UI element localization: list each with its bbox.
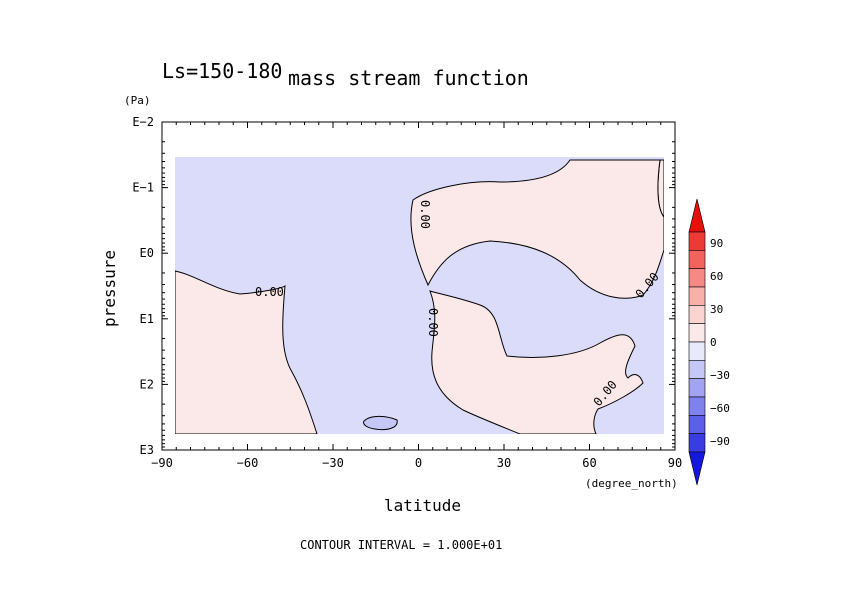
contour-label: 0.00: [418, 200, 432, 229]
x-tick-label: 0: [415, 456, 422, 470]
negative-cell-deep-south: [363, 415, 398, 431]
x-tick-label: 90: [668, 456, 682, 470]
colorbar-segment: [688, 396, 706, 416]
chart-title: mass stream function: [288, 66, 529, 90]
colorbar-tick-label: 0: [710, 336, 717, 349]
x-tick-label: −30: [322, 456, 344, 470]
y-tick-label: E−2: [132, 115, 154, 129]
colorbar-bottom-arrow: [688, 451, 706, 486]
x-axis: −90 −60 −30 0 30 60 90: [151, 122, 682, 470]
right-mask: [664, 122, 675, 450]
x-units-label: (degree_north): [585, 477, 678, 490]
colorbar-segment: [688, 415, 706, 434]
x-tick-label: −90: [151, 456, 173, 470]
colorbar-tick-label: 90: [710, 237, 723, 250]
contour-label: 0.00: [255, 285, 284, 299]
y-axis: E−2 E−1 E0 E1 E2 E3: [132, 115, 675, 457]
positive-region-equatorial-deep: [429, 290, 644, 435]
colorbar: 90 60 30 0 −30 −60 −90: [688, 198, 730, 486]
left-mask: [162, 122, 175, 450]
y-tick-label: E1: [140, 312, 154, 326]
season-label: Ls=150-180: [162, 59, 282, 83]
x-tick-label: −60: [237, 456, 259, 470]
x-axis-title: latitude: [384, 496, 461, 515]
colorbar-segment: [688, 360, 706, 379]
colorbar-top-arrow: [688, 198, 706, 233]
colorbar-tick-label: 30: [710, 303, 723, 316]
x-tick-label: 30: [497, 456, 511, 470]
colorbar-tick-label: 60: [710, 270, 723, 283]
bottom-mask: [162, 434, 675, 450]
colorbar-tick-label: −60: [710, 402, 730, 415]
y-tick-label: E2: [140, 377, 154, 391]
colorbar-segment: [688, 231, 706, 251]
contour-label: 0.00: [426, 308, 440, 337]
y-tick-label: E3: [140, 443, 154, 457]
colorbar-segment: [688, 323, 706, 343]
colorbar-segment: [688, 433, 706, 453]
colorbar-segment: [688, 286, 706, 306]
colorbar-segment: [688, 341, 706, 361]
x-tick-label: 60: [582, 456, 596, 470]
y-units-label: (Pa): [124, 94, 151, 107]
colorbar-tick-label: −30: [710, 369, 730, 382]
contour-interval-text: CONTOUR INTERVAL = 1.000E+01: [300, 538, 502, 552]
y-tick-label: E−1: [132, 181, 154, 195]
colorbar-segment: [688, 378, 706, 398]
colorbar-segment: [688, 250, 706, 269]
positive-region-southern-hemisphere: [174, 270, 318, 435]
plot-area: 0.00 0.00 0.00 0.00 0.00: [161, 121, 676, 451]
colorbar-segment: [688, 268, 706, 288]
colorbar-segment: [688, 305, 706, 324]
top-left-cap: [175, 157, 223, 161]
colorbar-tick-label: −90: [710, 435, 730, 448]
positive-region-north-cell: [410, 159, 665, 299]
y-tick-label: E0: [140, 246, 154, 260]
y-axis-title: pressure: [100, 250, 119, 327]
